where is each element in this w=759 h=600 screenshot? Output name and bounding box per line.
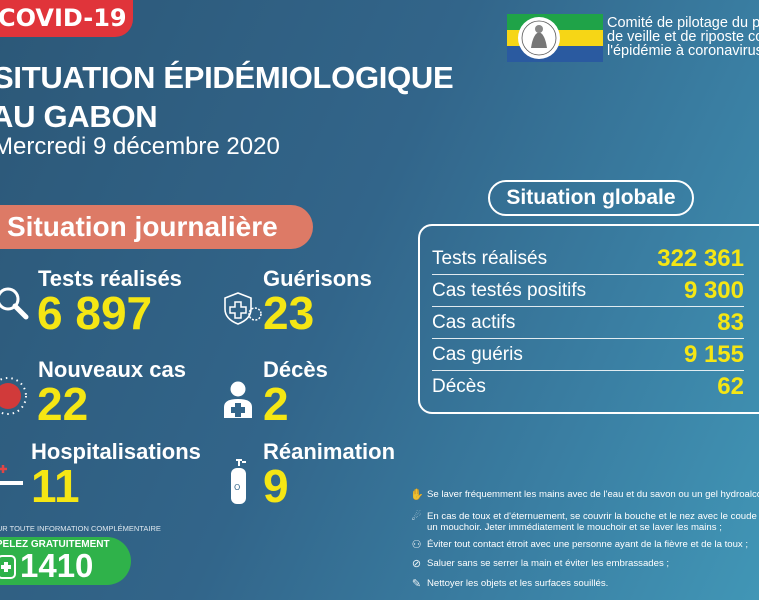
stat-label-deaths: Décès bbox=[263, 357, 328, 382]
row-label: Cas testés positifs bbox=[432, 279, 587, 301]
oxygen-tank-icon: O bbox=[231, 459, 246, 504]
advice-item: ☄ En cas de toux et d'éternuement, se cou… bbox=[410, 511, 759, 533]
advice-item: ✋ Se laver fréquemment les mains avec de … bbox=[410, 489, 759, 502]
phone-cross-icon bbox=[0, 555, 16, 579]
cleaning-icon: ✎ bbox=[411, 578, 422, 590]
global-situation-header: Situation globale bbox=[488, 180, 694, 216]
daily-situation-header: Situation journalière bbox=[0, 205, 313, 249]
page-title-line1: SITUATION ÉPIDÉMIOLOGIQUE bbox=[0, 60, 454, 95]
hotline-number: 1410 bbox=[20, 547, 94, 584]
advice-text: En cas de toux et d'éternuement, se couv… bbox=[427, 511, 759, 533]
stat-value-icu: 9 bbox=[263, 460, 289, 512]
table-row: Tests réalisés 322 361 bbox=[432, 243, 744, 275]
stat-label-recoveries: Guérisons bbox=[263, 266, 372, 291]
advice-text: Éviter tout contact étroit avec une pers… bbox=[427, 539, 749, 550]
hotline-call: APPELEZ GRATUITEMENT bbox=[0, 539, 110, 550]
shield-cross-icon bbox=[224, 292, 262, 325]
hotline-info: POUR TOUTE INFORMATION COMPLÉMENTAIRE bbox=[0, 524, 161, 533]
stat-value-hospitalisations: 11 bbox=[31, 460, 80, 512]
committee-line: Comité de pilotage du plan bbox=[607, 15, 759, 31]
row-label: Tests réalisés bbox=[432, 247, 548, 269]
row-value: 9 300 bbox=[683, 276, 744, 304]
table-row: Décès 62 bbox=[432, 371, 744, 403]
row-value: 322 361 bbox=[657, 244, 744, 272]
advice-text: Saluer sans se serrer la main et éviter … bbox=[427, 558, 670, 569]
stat-label-hospitalisations: Hospitalisations bbox=[31, 439, 201, 464]
global-stats-table: Tests réalisés 322 361 Cas testés positif… bbox=[418, 224, 759, 414]
magnifier-icon bbox=[0, 287, 29, 320]
row-value: 83 bbox=[717, 308, 744, 336]
stat-label-new-cases: Nouveaux cas bbox=[38, 357, 186, 382]
no-handshake-icon: ⊘ bbox=[411, 558, 422, 570]
advice-item: ⚇ Éviter tout contact étroit avec une per… bbox=[410, 539, 749, 552]
advice-item: ✎ Nettoyer les objets et les surfaces sou… bbox=[410, 578, 608, 591]
svg-text:O: O bbox=[234, 483, 240, 492]
stat-label-tests: Tests réalisés bbox=[38, 266, 182, 291]
advice-text: Nettoyer les objets et les surfaces soui… bbox=[427, 578, 609, 589]
date: Mercredi 9 décembre 2020 bbox=[0, 133, 280, 160]
covid-19-tag: COVID-19 bbox=[0, 0, 133, 37]
row-label: Décès bbox=[432, 376, 486, 397]
page-title-line2: AU GABON bbox=[0, 99, 158, 134]
advice-item: ⊘ Saluer sans se serrer la main et éviter… bbox=[410, 558, 669, 571]
hand-wash-icon: ✋ bbox=[410, 489, 424, 501]
stat-value-recoveries: 23 bbox=[263, 287, 315, 339]
hotline-box: APPELEZ GRATUITEMENT 1410 bbox=[0, 537, 131, 585]
table-row: Cas actifs 83 bbox=[432, 307, 744, 339]
gabon-flag-logo bbox=[507, 14, 603, 62]
stat-label-icu: Réanimation bbox=[263, 439, 396, 464]
stat-value-deaths: 2 bbox=[263, 378, 289, 430]
advice-text-line: En cas de toux et d'éternuement, se couv… bbox=[427, 511, 759, 522]
row-label: Cas guéris bbox=[432, 343, 523, 365]
tag-text: COVID-19 bbox=[0, 4, 127, 32]
sneeze-icon: ☄ bbox=[411, 511, 422, 523]
committee-line: l'épidémie à coronavirus bbox=[607, 43, 759, 59]
table-row: Cas testés positifs 9 300 bbox=[432, 275, 744, 307]
distance-icon: ⚇ bbox=[411, 539, 422, 551]
person-cross-icon bbox=[224, 381, 252, 418]
stat-value-tests: 6 897 bbox=[37, 287, 153, 339]
committee-text: Comité de pilotage du plan de veille et … bbox=[607, 15, 759, 59]
stat-value-new-cases: 22 bbox=[37, 378, 89, 430]
virus-icon bbox=[0, 377, 27, 415]
committee-line: de veille et de riposte contre bbox=[607, 29, 759, 45]
table-row: Cas guéris 9 155 bbox=[432, 339, 744, 371]
row-value: 9 155 bbox=[683, 340, 744, 368]
row-label: Cas actifs bbox=[432, 311, 516, 333]
row-value: 62 bbox=[717, 373, 744, 400]
advice-text: Se laver fréquemment les mains avec de l… bbox=[427, 489, 759, 500]
advice-text-line: un mouchoir. Jeter immédiatement le mouc… bbox=[427, 522, 722, 533]
hospital-bed-icon bbox=[0, 465, 23, 485]
